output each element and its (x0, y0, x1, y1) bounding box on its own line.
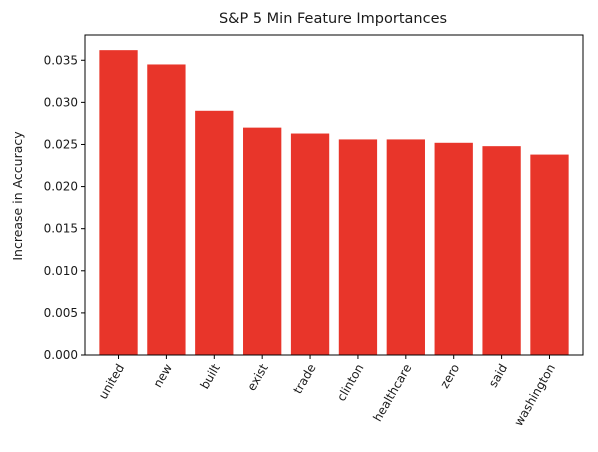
y-tick-label: 0.030 (44, 95, 78, 109)
bar-washington (530, 154, 569, 355)
bar-said (482, 146, 521, 355)
bar-trade (290, 133, 330, 355)
x-axis: united new built exist trade clinton healthcar… (96, 355, 558, 428)
x-tick-label-zero: zero (437, 362, 462, 391)
x-tick-label-washington: washington (511, 362, 558, 429)
x-tick-label-united: united (96, 362, 127, 402)
y-axis-label: Increase in Accuracy (10, 131, 25, 261)
x-tick-label-exist: exist (244, 361, 271, 393)
x-tick-label-new: new (150, 361, 175, 390)
bar-new (147, 64, 186, 355)
x-tick-label-healthcare: healthcare (370, 362, 414, 424)
y-tick-label: 0.005 (44, 306, 78, 320)
y-tick-label: 0.025 (44, 137, 78, 151)
bar-united (99, 50, 138, 355)
chart-title: S&P 5 Min Feature Importances (219, 11, 447, 27)
y-axis: 0.000 0.005 0.010 0.015 0.020 0.025 0.030 0.035 (44, 53, 85, 362)
x-tick-label-clinton: clinton (334, 362, 366, 404)
plot-frame (84, 34, 584, 356)
y-tick-label: 0.010 (44, 264, 78, 278)
y-tick-label: 0.020 (44, 180, 78, 194)
x-tick-label-said: said (486, 362, 510, 390)
bar-healthcare (386, 139, 425, 355)
x-tick-label-trade: trade (291, 362, 319, 397)
bar-clinton (338, 139, 378, 355)
bar-exist (243, 127, 282, 355)
y-tick-label: 0.035 (44, 53, 78, 67)
y-tick-label: 0.000 (44, 348, 78, 362)
y-tick-label: 0.015 (44, 222, 78, 236)
bars (99, 50, 569, 355)
x-tick-label-built: built (197, 361, 223, 391)
bar-built (195, 110, 234, 355)
plot-area: 0.000 0.005 0.010 0.015 0.020 0.025 0.030 0.035… (44, 34, 584, 428)
bar-zero (434, 142, 473, 355)
